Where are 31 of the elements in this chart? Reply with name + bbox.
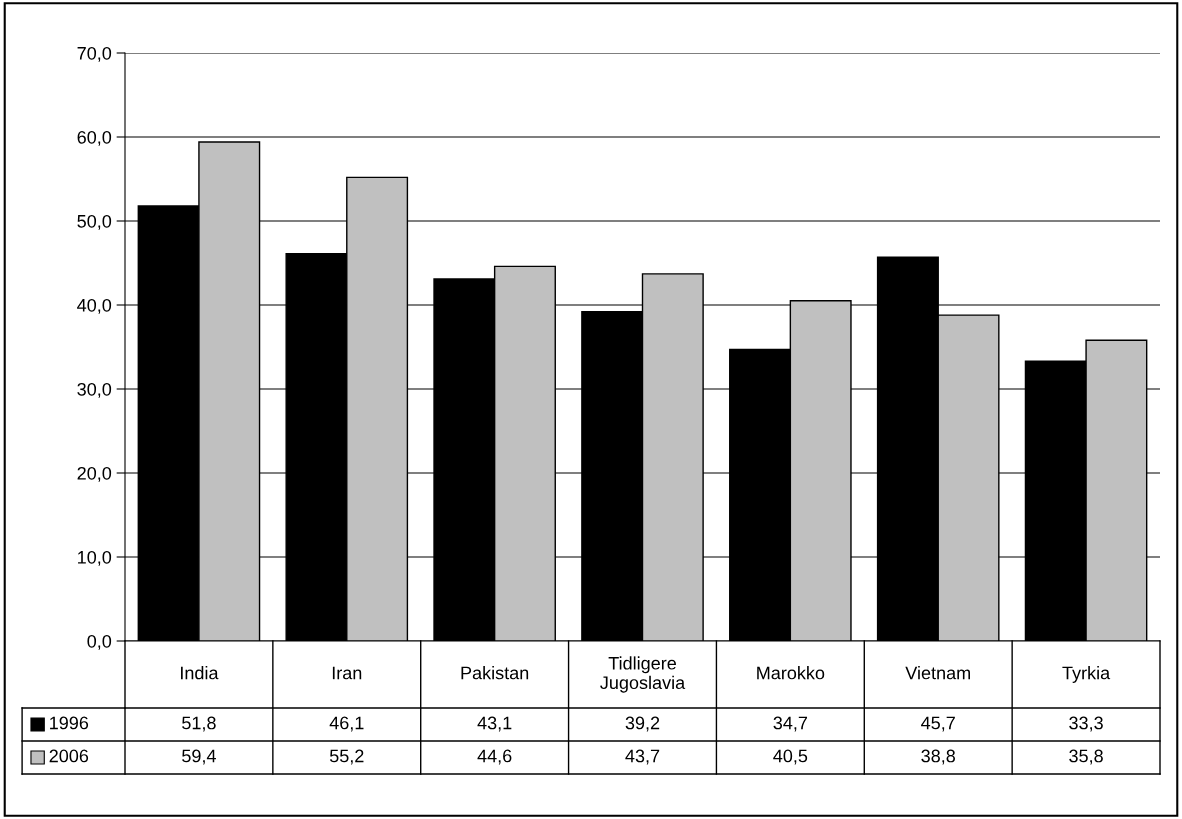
y-tick-label: 50,0: [77, 214, 112, 230]
x-tick-label: Tidligere Jugoslavia: [600, 656, 686, 693]
data-label: 35,8: [1069, 749, 1103, 765]
data-label: 51,8: [182, 716, 216, 732]
data-label: 34,7: [773, 716, 808, 732]
data-label: 43,1: [477, 716, 512, 732]
x-tick-label: Pakistan: [461, 666, 529, 680]
data-label: 39,2: [625, 716, 660, 732]
data-label: 46,1: [329, 716, 364, 732]
y-tick-label: 0,0: [87, 634, 112, 650]
y-tick-label: 60,0: [77, 130, 112, 146]
x-tick-label: Iran: [332, 666, 362, 680]
data-label: 43,7: [625, 749, 660, 765]
x-tick-label: Marokko: [757, 666, 825, 680]
x-tick-label: Vietnam: [905, 666, 970, 680]
y-tick-label: 40,0: [77, 298, 112, 314]
x-tick-label: India: [181, 666, 219, 680]
y-tick-label: 20,0: [77, 466, 112, 482]
data-label: 40,5: [773, 749, 808, 765]
data-label: 45,7: [921, 716, 955, 732]
x-tick-label: Tyrkia: [1062, 666, 1111, 683]
y-tick-label: 70,0: [77, 46, 112, 62]
y-tick-label: 10,0: [78, 550, 112, 566]
data-label: 59,4: [182, 749, 216, 765]
legend-label: 2006: [49, 749, 89, 763]
data-label: 55,2: [329, 749, 364, 765]
y-tick-label: 30,0: [77, 382, 112, 398]
data-label: 44,6: [477, 749, 512, 765]
data-label: 38,8: [921, 749, 955, 765]
legend-label: 1996: [50, 716, 89, 730]
data-label: 33,3: [1069, 716, 1103, 732]
